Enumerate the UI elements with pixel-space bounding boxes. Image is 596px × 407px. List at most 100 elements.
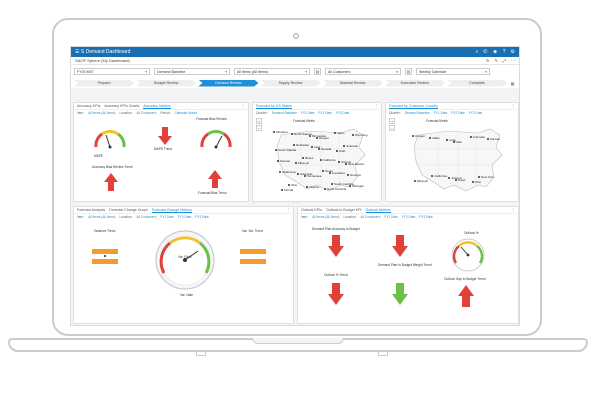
state-label[interactable]: South Dakota xyxy=(278,148,297,152)
row-resize-handle-icon[interactable]: ⋯ xyxy=(293,200,297,205)
meta-fy2[interactable]: FY2 Date xyxy=(451,111,465,115)
scenario-select[interactable]: Demand Baseline ▾ xyxy=(154,68,230,75)
meta-fy3[interactable]: FY3 Date xyxy=(419,215,433,219)
step-complete[interactable]: Complete xyxy=(446,79,507,87)
state-label[interactable]: Colorado xyxy=(346,144,359,148)
state-label[interactable]: South Carolina xyxy=(334,182,354,186)
state-label[interactable]: Idaho xyxy=(337,131,345,135)
refresh-icon[interactable]: ↻ xyxy=(486,58,490,63)
zoom-out-icon[interactable]: − xyxy=(256,125,262,131)
state-label[interactable]: Texas xyxy=(325,169,333,173)
state-label[interactable]: Illinois xyxy=(305,156,314,160)
card-menu-icon[interactable]: ⋮ xyxy=(286,208,290,212)
state-label[interactable]: Arizona xyxy=(341,160,352,164)
state-label[interactable]: Michigan xyxy=(352,184,365,188)
zoom-out-icon[interactable]: − xyxy=(389,125,395,131)
state-label[interactable]: Arizona xyxy=(451,176,462,180)
calendar-select[interactable]: Weekly Calendar ▾ xyxy=(416,68,490,75)
tab-accuracy-metrics[interactable]: Accuracy Metrics xyxy=(143,103,171,109)
state-label[interactable]: Colorado xyxy=(472,135,485,139)
card-menu-icon[interactable]: ⋮ xyxy=(374,104,378,108)
tab-accuracy-kpis[interactable]: Accuracy KPIs xyxy=(77,104,101,108)
state-label[interactable]: Utah xyxy=(455,140,462,144)
items-select[interactable]: All Items (All Items) ▾ xyxy=(234,68,310,75)
steps-settings-button[interactable]: ▦ xyxy=(510,80,515,86)
tab-forecast-analysis[interactable]: Forecast Analysis xyxy=(77,208,106,212)
meta-item-value[interactable]: All Items (All Items) xyxy=(88,111,116,115)
meta-period-value[interactable]: Calendar Month xyxy=(174,111,198,115)
state-label[interactable]: Kansas xyxy=(490,137,501,141)
meta-quarter-value[interactable]: Demand Baseline xyxy=(404,111,430,115)
step-material-review[interactable]: Material Review xyxy=(322,79,383,87)
customers-select[interactable]: All Customers ▾ xyxy=(325,68,401,75)
state-label[interactable]: California xyxy=(434,174,447,178)
items-filter-button[interactable]: ▤ xyxy=(314,68,321,75)
state-label[interactable]: Missouri xyxy=(417,179,429,183)
meta-location-value[interactable]: All Customers xyxy=(136,111,157,115)
zoom-in-icon[interactable]: + xyxy=(389,118,395,124)
resize-handle-icon[interactable]: ⋮ xyxy=(246,148,248,153)
state-label[interactable]: Arkansas xyxy=(300,172,313,176)
tab-forecast-us-states[interactable]: Forecast by US States xyxy=(256,103,292,109)
step-budget-review[interactable]: Budget Review xyxy=(136,79,197,87)
meta-fy1[interactable]: FY1 Date xyxy=(300,111,315,115)
meta-quarter-value[interactable]: Demand Baseline xyxy=(271,111,297,115)
state-label[interactable]: Ohio xyxy=(291,183,298,187)
state-label[interactable]: Oregon xyxy=(319,136,330,140)
period-select[interactable]: FY20 M07 ▾ xyxy=(74,68,150,75)
search-icon[interactable]: ⌕ xyxy=(475,49,479,55)
meta-location-value[interactable]: All Customers xyxy=(136,215,157,219)
state-label[interactable]: Minnesota xyxy=(312,134,326,138)
meta-fy2[interactable]: FY2 Date xyxy=(401,215,416,219)
meta-fy1[interactable]: FY1 Date xyxy=(384,215,398,219)
state-label[interactable]: North Dakota xyxy=(294,132,312,136)
state-label[interactable]: Florida xyxy=(284,188,294,192)
step-supply-review[interactable]: Supply Review xyxy=(260,79,321,87)
state-label[interactable]: Idaho xyxy=(432,136,440,140)
state-label[interactable]: Iowa xyxy=(449,138,456,142)
meta-fy2[interactable]: FY2 Date xyxy=(318,111,332,115)
card-menu-icon[interactable]: ⋮ xyxy=(511,104,515,108)
expand-icon[interactable]: ⤢ xyxy=(502,58,506,63)
state-label[interactable]: Montana xyxy=(276,130,288,134)
state-label[interactable]: Oregon xyxy=(415,134,426,138)
state-label[interactable]: Nebraska xyxy=(296,143,309,147)
meta-fy3[interactable]: FY3 Date xyxy=(335,111,350,115)
meta-fy2[interactable]: FY2 Date xyxy=(177,215,192,219)
meta-fy3[interactable]: FY3 Date xyxy=(195,215,209,219)
tab-forecast-change-graph[interactable]: Forecast Change Graph xyxy=(109,208,148,212)
card-menu-icon[interactable]: ⋮ xyxy=(241,104,245,108)
state-label[interactable]: North Carolina xyxy=(327,187,347,191)
state-label[interactable]: Iowa xyxy=(314,145,321,149)
edit-icon[interactable]: ✎ xyxy=(494,58,498,63)
state-label[interactable]: New Mexico xyxy=(348,162,365,166)
state-label[interactable]: Utah xyxy=(339,149,346,153)
state-label[interactable]: Nevada xyxy=(321,147,332,151)
user-icon[interactable]: ☻ xyxy=(492,49,498,55)
tab-outlook-to-budget-kpi[interactable]: Outlook to Budget KPI xyxy=(325,208,362,212)
tab-accuracy-kpis-charts[interactable]: Accuracy KPIs Charts xyxy=(104,104,140,108)
step-demand-review[interactable]: Demand Review xyxy=(198,79,259,87)
state-label[interactable]: Kansas xyxy=(280,159,291,163)
resize-handle-icon[interactable]: ⋮ xyxy=(291,262,293,267)
meta-item-value[interactable]: All Items (All Items) xyxy=(88,215,116,219)
card-menu-icon[interactable]: ⋮ xyxy=(511,208,515,212)
state-label[interactable]: Ohio xyxy=(474,180,482,184)
state-label[interactable]: Georgia xyxy=(350,173,361,177)
step-executive-review[interactable]: Executive Review xyxy=(384,79,445,87)
help-icon[interactable]: ? xyxy=(502,49,506,55)
state-label[interactable]: Wyoming xyxy=(355,133,368,137)
resize-handle-icon[interactable]: ⋮ xyxy=(379,148,381,153)
meta-fy3[interactable]: FY3 Date xyxy=(468,111,483,115)
state-label[interactable]: Oklahoma xyxy=(282,170,296,174)
settings-icon[interactable]: ⚙ xyxy=(510,49,515,55)
state-label[interactable]: Louisiana xyxy=(332,171,345,175)
meta-item-value[interactable]: All Items (All Items) xyxy=(312,215,340,219)
state-label[interactable]: Tennessee xyxy=(307,174,322,178)
state-label[interactable]: Missouri xyxy=(298,161,310,165)
more-icon[interactable]: ⋯ xyxy=(511,58,515,63)
state-label[interactable]: New York xyxy=(481,175,494,179)
customer-map[interactable] xyxy=(408,125,508,195)
state-label[interactable]: Texas xyxy=(457,178,466,182)
tab-forecast-customer-country[interactable]: Forecast by Customer Country xyxy=(389,103,438,109)
